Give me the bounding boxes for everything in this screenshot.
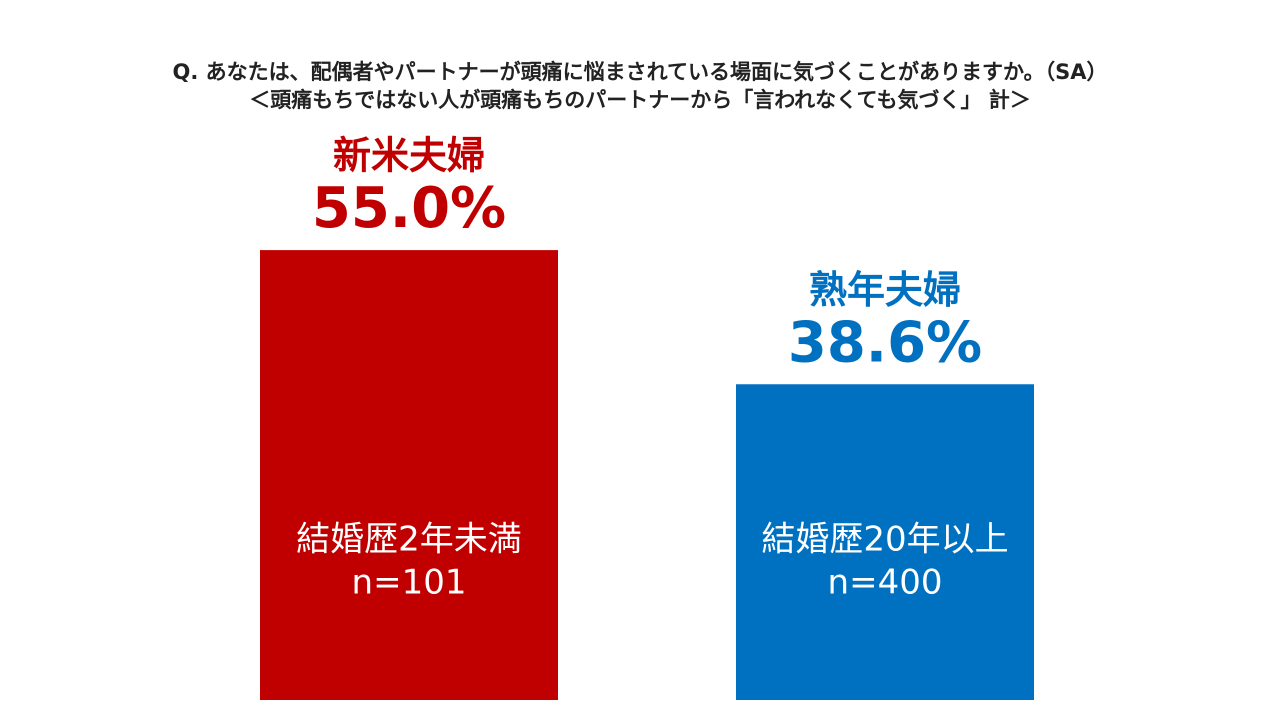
category-label: 熟年夫婦 — [809, 268, 961, 312]
bar — [736, 384, 1034, 700]
category-label: 新米夫婦 — [333, 134, 485, 178]
bar-text: 結婚歴2年未満 — [296, 520, 522, 560]
sample-size: n=101 — [352, 563, 467, 603]
sample-size: n=400 — [828, 563, 943, 603]
bar-text: 結婚歴20年以上 — [761, 520, 1008, 560]
chart-subtitle: ＜頭痛もちではない人が頭痛もちのパートナーから「言われなくても気づく」 計＞ — [249, 88, 1031, 112]
bar — [260, 250, 558, 700]
chart-title: Q. あなたは、配偶者やパートナーが頭痛に悩まされている場面に気づくことがありま… — [173, 60, 1108, 84]
value-label: 38.6% — [788, 310, 982, 375]
value-label: 55.0% — [312, 176, 506, 241]
